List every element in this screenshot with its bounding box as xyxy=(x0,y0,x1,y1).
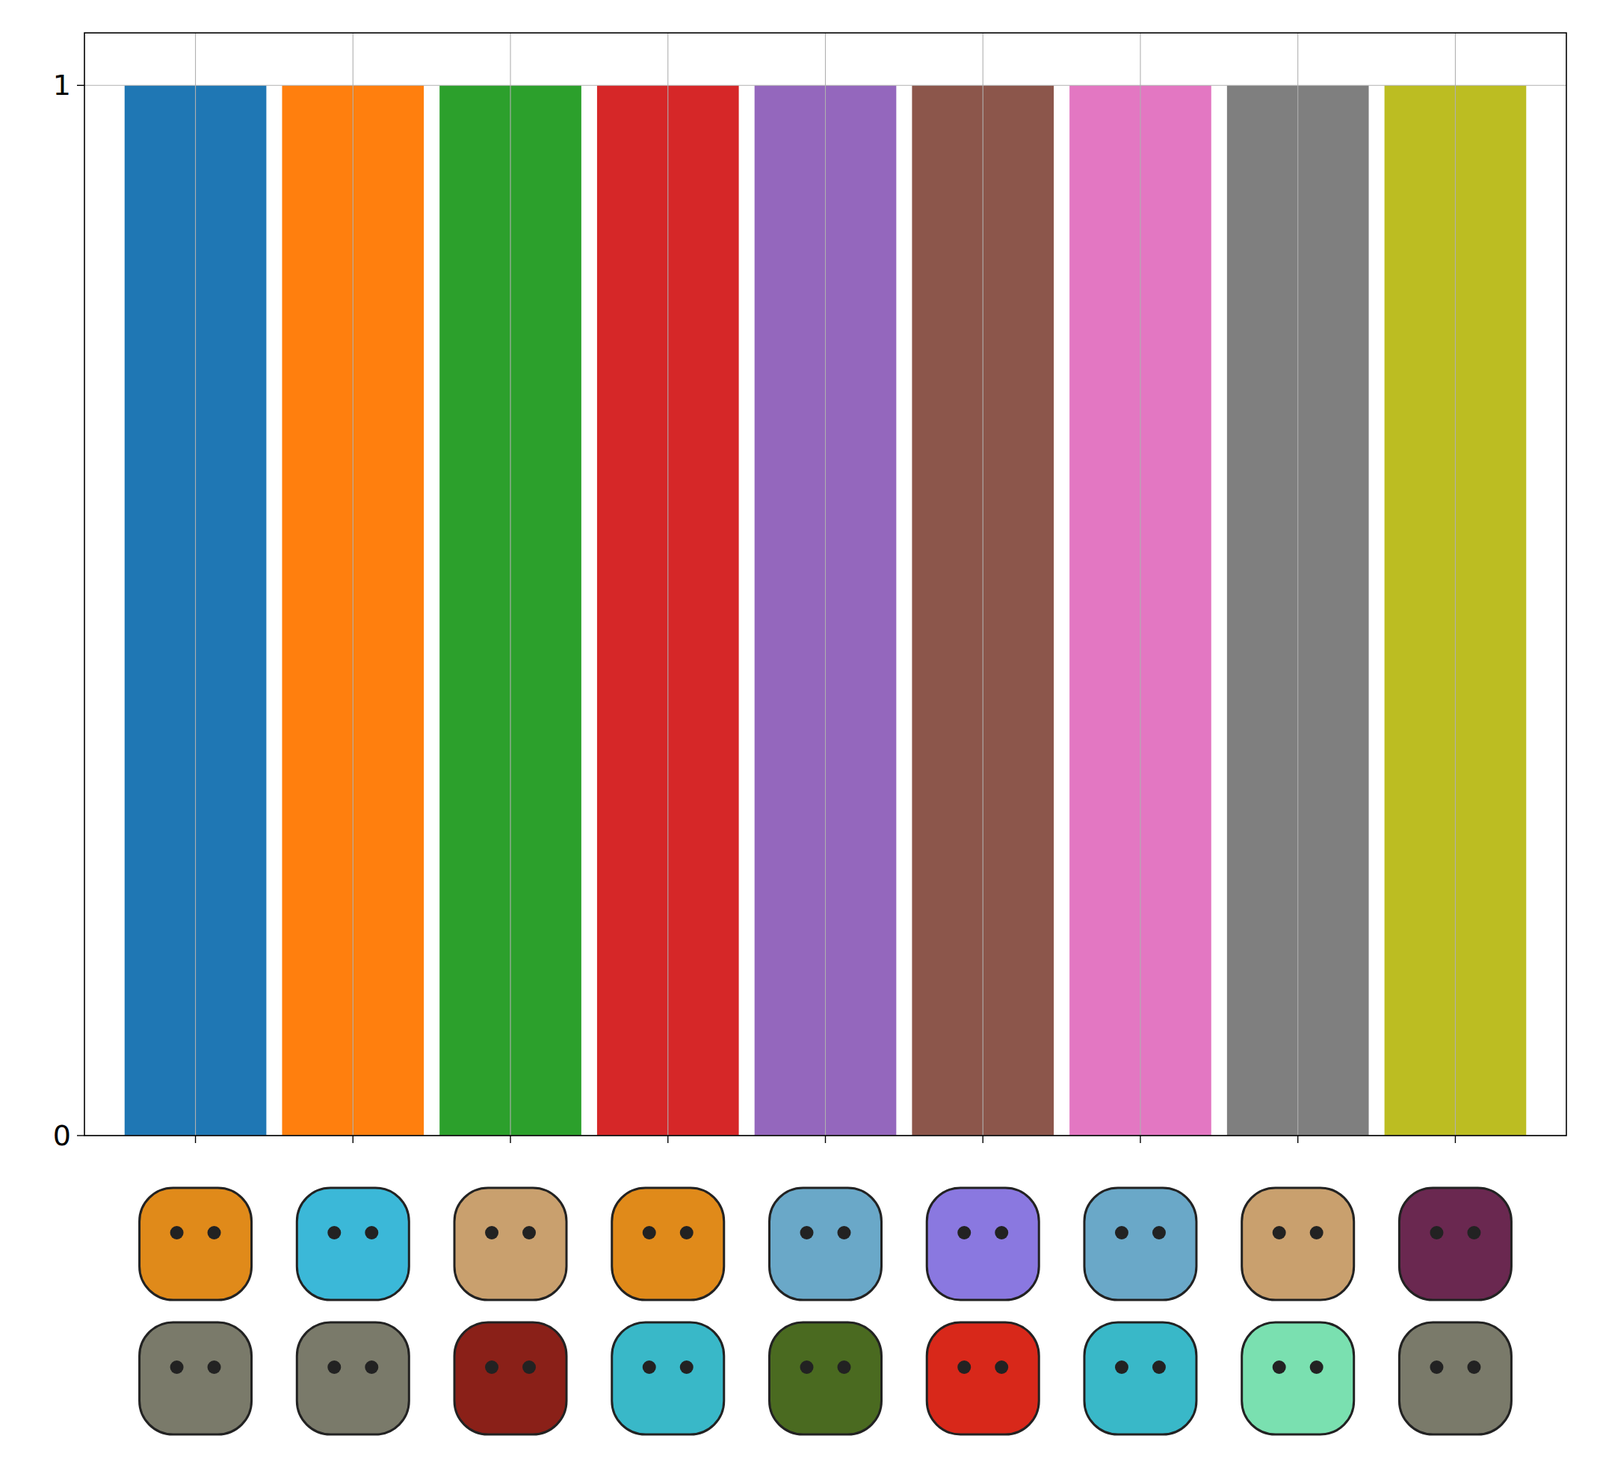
icon-eye xyxy=(207,1360,222,1375)
icon-eye xyxy=(680,1226,694,1240)
icon xyxy=(454,1188,567,1301)
icon xyxy=(454,1322,567,1435)
icon-eye xyxy=(1310,1226,1324,1240)
x-tick xyxy=(982,1135,984,1144)
icon-eye xyxy=(642,1226,657,1240)
y-tick xyxy=(76,85,85,86)
icon-eye xyxy=(522,1226,536,1240)
icon-eye xyxy=(364,1226,379,1240)
chart-svg: 01 xyxy=(0,0,1600,1477)
icon-eye xyxy=(1272,1360,1287,1375)
icon xyxy=(296,1322,409,1435)
icon-eye xyxy=(1310,1360,1324,1375)
icon xyxy=(926,1322,1039,1435)
x-tick xyxy=(195,1135,196,1144)
icon xyxy=(1398,1322,1512,1435)
icon xyxy=(1084,1188,1197,1301)
grid-line-x xyxy=(825,32,826,1136)
icon-eye xyxy=(207,1226,222,1240)
icon-eye xyxy=(327,1360,341,1375)
icon-eye xyxy=(994,1360,1009,1375)
icon-eye xyxy=(1429,1226,1444,1240)
icon-eye xyxy=(1152,1226,1166,1240)
icon-eye xyxy=(1114,1360,1129,1375)
plot-frame xyxy=(84,32,1567,1136)
icon-eye xyxy=(1466,1360,1481,1375)
y-tick-label: 1 xyxy=(53,68,71,102)
x-tick xyxy=(667,1135,669,1144)
x-tick xyxy=(1297,1135,1299,1144)
x-tick xyxy=(352,1135,354,1144)
icon xyxy=(1084,1322,1197,1435)
icon-eye xyxy=(680,1360,694,1375)
icon-eye xyxy=(957,1226,971,1240)
icon-eye xyxy=(485,1226,499,1240)
x-tick xyxy=(1139,1135,1141,1144)
icon-eye xyxy=(485,1360,499,1375)
icon-eye xyxy=(800,1360,814,1375)
grid-line-x xyxy=(509,32,511,1136)
x-tick xyxy=(1455,1135,1456,1144)
icon-eye xyxy=(1152,1360,1166,1375)
x-tick xyxy=(509,1135,511,1144)
icon-eye xyxy=(957,1360,971,1375)
grid-line-y xyxy=(84,85,1567,86)
icon xyxy=(296,1188,409,1301)
x-tick xyxy=(825,1135,826,1144)
icon-eye xyxy=(364,1360,379,1375)
icon xyxy=(1242,1188,1355,1301)
grid-line-x xyxy=(667,32,669,1136)
icon xyxy=(612,1188,725,1301)
icon xyxy=(612,1322,725,1435)
icon-eye xyxy=(170,1360,184,1375)
icon-eye xyxy=(170,1226,184,1240)
grid-line-x xyxy=(1139,32,1141,1136)
icon xyxy=(139,1188,252,1301)
icon-eye xyxy=(994,1226,1009,1240)
icon xyxy=(139,1322,252,1435)
grid xyxy=(84,32,1567,1136)
icon-eye xyxy=(1114,1226,1129,1240)
grid-line-x xyxy=(982,32,984,1136)
icon xyxy=(926,1188,1039,1301)
grid-line-x xyxy=(1455,32,1456,1136)
icon-eye xyxy=(800,1226,814,1240)
icon xyxy=(769,1188,882,1301)
icon-eye xyxy=(1272,1226,1287,1240)
icon-eye xyxy=(837,1226,852,1240)
icon xyxy=(769,1322,882,1435)
icon-eye xyxy=(522,1360,536,1375)
icon-eye xyxy=(327,1226,341,1240)
icon-eye xyxy=(837,1360,852,1375)
grid-line-x xyxy=(195,32,196,1136)
y-tick xyxy=(76,1135,85,1136)
chart-container: 01 xyxy=(0,0,1600,1477)
icon-eye xyxy=(1466,1226,1481,1240)
icon-eye xyxy=(642,1360,657,1375)
y-tick-label: 0 xyxy=(53,1119,71,1153)
grid-line-x xyxy=(352,32,354,1136)
grid-line-x xyxy=(1297,32,1299,1136)
icon xyxy=(1242,1322,1355,1435)
icon-eye xyxy=(1429,1360,1444,1375)
icon xyxy=(1398,1188,1512,1301)
